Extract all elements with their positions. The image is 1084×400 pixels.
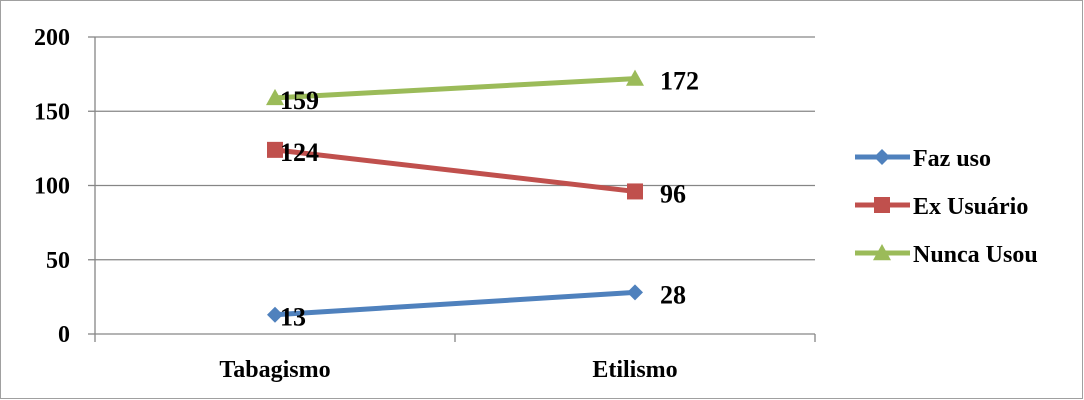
legend-label: Ex Usuário — [913, 194, 1028, 220]
data-point — [267, 306, 283, 323]
legend-marker — [874, 197, 890, 213]
legend-marker — [873, 244, 891, 261]
y-tick-label: 200 — [34, 25, 70, 51]
data-point — [627, 183, 643, 200]
legend: Faz uso Ex Usuário Nunca Usou — [855, 146, 1038, 268]
series-lines — [266, 69, 644, 323]
x-tick-label: Etilismo — [592, 357, 677, 383]
series-line — [274, 147, 636, 194]
x-tick-label: Tabagismo — [219, 357, 330, 383]
data-label: 13 — [280, 303, 306, 332]
y-tick-label: 0 — [58, 322, 70, 348]
data-label: 159 — [280, 86, 319, 115]
legend-marker — [874, 149, 890, 165]
data-label: 28 — [660, 280, 686, 309]
legend-label: Nunca Usou — [913, 242, 1038, 268]
data-labels: 13 28 124 96 159 172 — [280, 67, 699, 332]
gridlines — [95, 36, 815, 261]
series-line — [274, 289, 636, 318]
y-tick-label: 150 — [34, 99, 70, 125]
data-point — [267, 141, 283, 158]
y-tick-label: 100 — [34, 174, 70, 200]
legend-label: Faz uso — [913, 146, 991, 172]
data-label: 96 — [660, 179, 686, 208]
data-label: 172 — [660, 67, 699, 96]
data-point — [266, 88, 284, 106]
data-label: 124 — [280, 138, 319, 167]
axes: 0 50 100 150 200 Tabagismo Etilismo — [34, 25, 816, 383]
data-point — [626, 69, 644, 86]
y-tick-label: 50 — [46, 248, 70, 274]
data-point — [627, 284, 643, 301]
series-line — [274, 76, 636, 101]
